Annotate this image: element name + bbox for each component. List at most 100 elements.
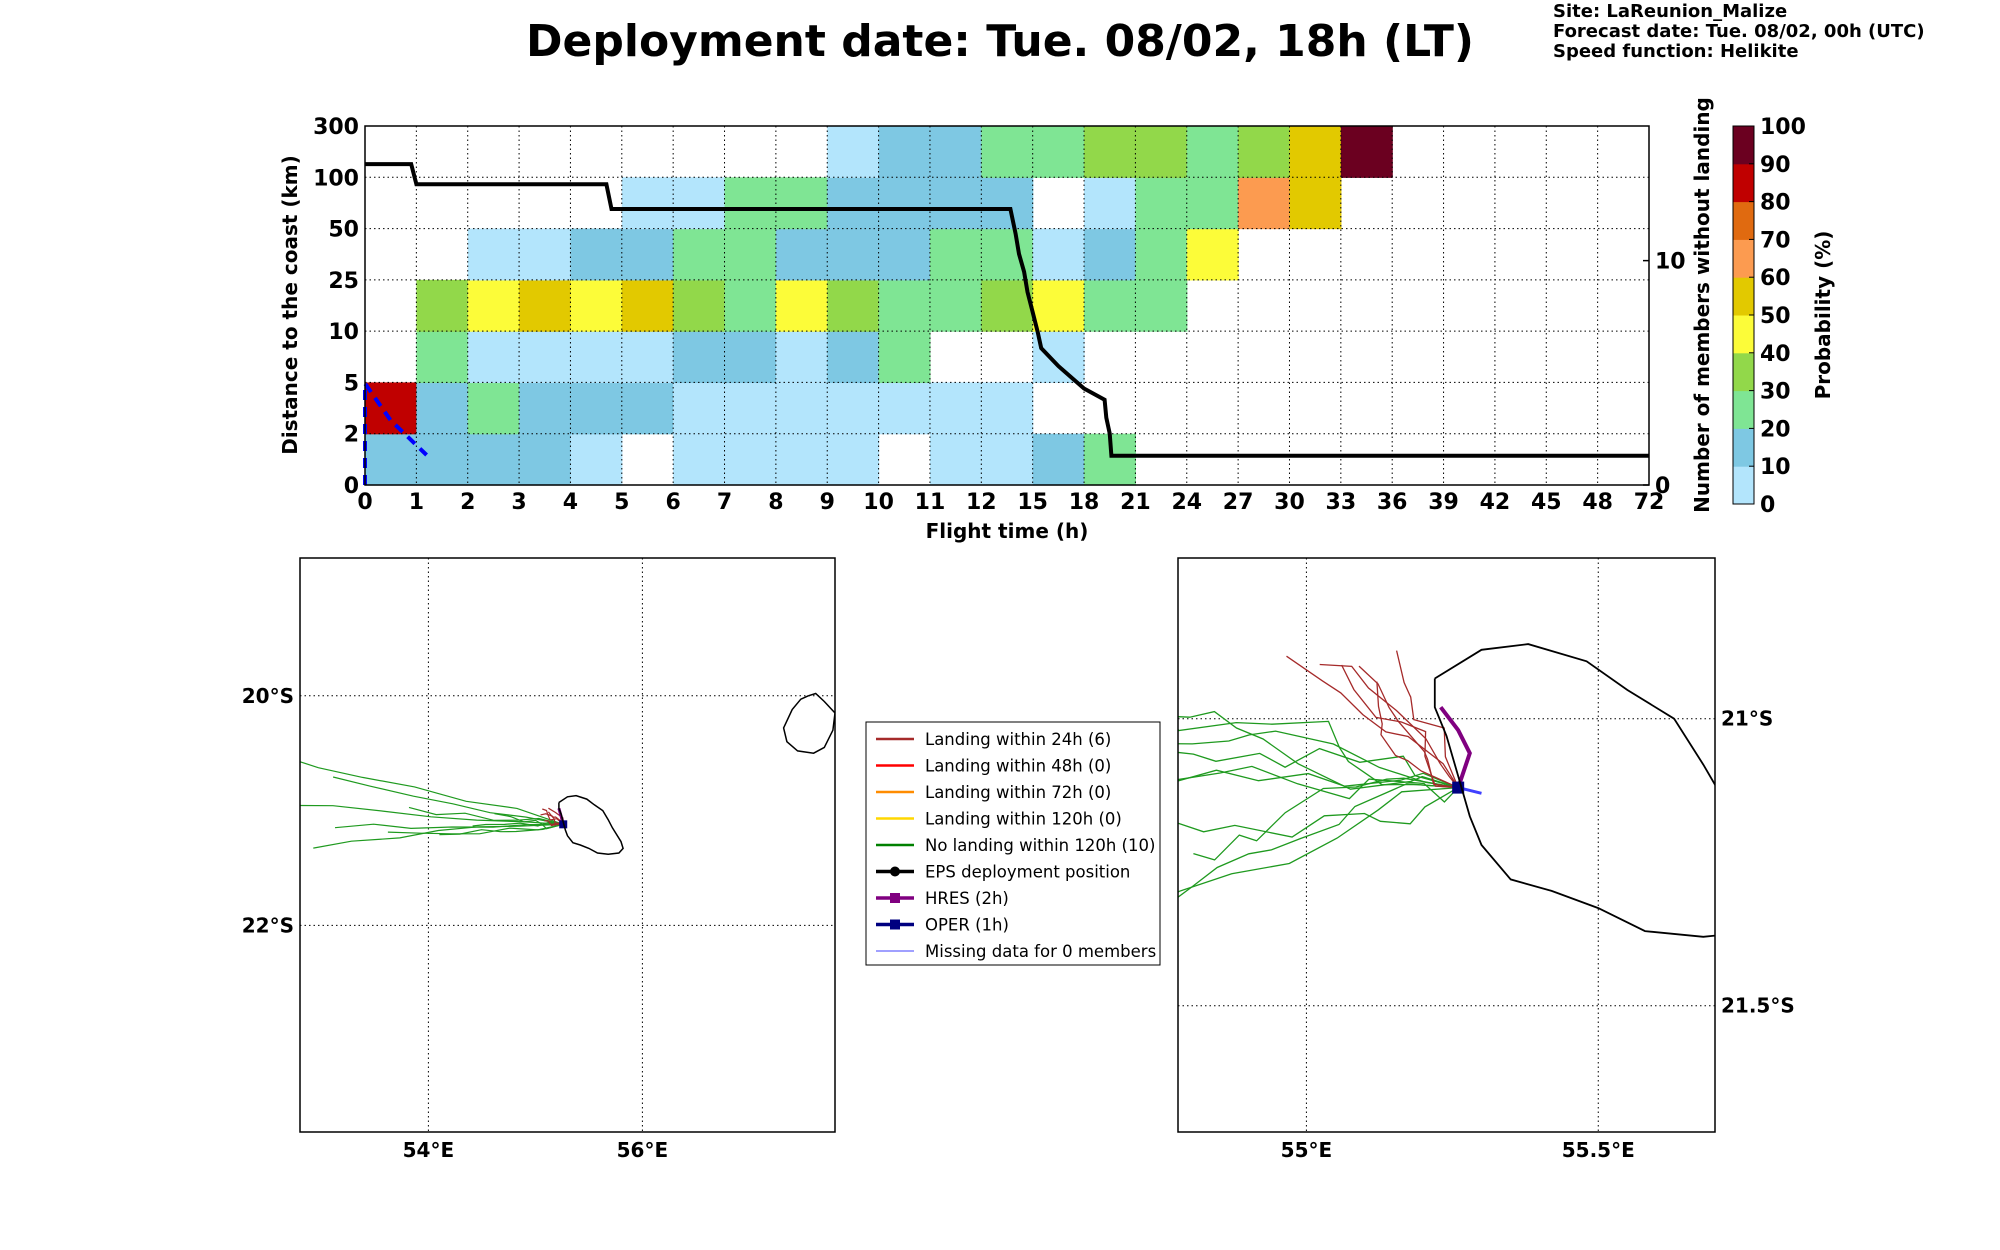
x-tick-label: 72 — [1634, 490, 1665, 515]
heatmap-cell — [878, 382, 931, 435]
legend-marker — [890, 919, 900, 930]
y-tick-label: 300 — [313, 115, 359, 140]
heatmap-cell — [929, 433, 982, 486]
reunion-coastline — [558, 794, 624, 855]
zoom-map: 55°E 55.5°E 21°S 21.5°S — [1177, 557, 1795, 1162]
trajectory-no-landing — [408, 806, 564, 825]
legend-label: No landing within 120h (10) — [925, 836, 1155, 855]
x-tick-label: 39 — [1428, 490, 1459, 515]
colorbar-tick-label: 50 — [1760, 304, 1791, 329]
heatmap-cell — [878, 279, 931, 332]
longitude-label: 56°E — [617, 1138, 669, 1162]
heatmap-cell — [929, 126, 982, 178]
heatmap-cell — [981, 433, 1034, 486]
heatmap-cell — [1186, 177, 1239, 230]
x-tick-label: 10 — [863, 490, 894, 515]
legend-marker — [890, 893, 900, 903]
colorbar-tick-label: 10 — [1760, 455, 1791, 480]
heatmap-cells — [365, 126, 1393, 486]
y2-tick-labels: 0 10 — [1643, 250, 1686, 499]
colorbar-swatch — [1733, 163, 1754, 203]
longitude-label: 54°E — [403, 1138, 455, 1162]
zoom-map-coastline — [1433, 643, 1715, 938]
legend-item: Landing within 120h (0) — [876, 810, 1122, 829]
x-tick-labels: 0 1 2 3 4 5 6 7 8 9 10 11 12 15 18 21 24 27 30 33 36 39 42 45 48… — [357, 490, 1664, 515]
members-without-landing-line — [365, 162, 1649, 458]
heatmap-cell — [724, 382, 777, 435]
heatmap-cell — [827, 382, 880, 435]
heatmap-cell — [1289, 126, 1342, 178]
trajectory-no-landing — [1178, 787, 1459, 838]
x-tick-label: 9 — [820, 490, 835, 515]
heatmap-cell — [673, 177, 726, 230]
heatmap-cell — [775, 279, 828, 332]
latitude-label: 21°S — [1721, 707, 1773, 731]
heatmap-cell — [929, 228, 982, 281]
legend-item: OPER (1h) — [876, 916, 1009, 935]
legend-label: Landing within 120h (0) — [925, 810, 1122, 829]
legend-item: Landing within 24h (6) — [876, 730, 1111, 749]
x-tick-label: 18 — [1069, 490, 1100, 515]
colorbar-tick-label: 70 — [1760, 228, 1791, 253]
colorbar-swatch — [1733, 277, 1754, 316]
colorbar-swatch — [1733, 466, 1754, 505]
colorbar-tick-label: 40 — [1760, 342, 1791, 367]
y-axis-label: Distance to the coast (km) — [278, 155, 302, 455]
heatmap-cell — [724, 279, 777, 332]
heatmap-cell — [878, 331, 931, 384]
trajectory-no-landing — [1193, 777, 1459, 861]
heatmap-cell — [673, 331, 726, 384]
trajectory-no-landing — [1178, 720, 1459, 789]
heatmap-cell — [1186, 126, 1239, 178]
heatmap-cell — [621, 279, 674, 332]
heatmap-cell — [416, 382, 469, 435]
legend-items: Landing within 24h (6) Landing within 48h… — [876, 730, 1156, 961]
colorbar-swatch — [1733, 126, 1754, 165]
trajectory-no-landing — [472, 821, 564, 827]
heatmap-cell — [724, 433, 777, 486]
colorbar-tick-label: 30 — [1760, 380, 1791, 405]
x-tick-label: 2 — [460, 490, 475, 515]
heatmap-cell — [827, 177, 880, 230]
heatmap-cell — [365, 382, 417, 435]
hres-track — [1439, 705, 1472, 789]
heatmap-cell — [1135, 126, 1188, 178]
legend-item: HRES (2h) — [876, 889, 1009, 908]
trajectory-landing-24h — [542, 808, 564, 825]
y-tick-label: 0 — [344, 474, 359, 499]
page-title: Deployment date: Tue. 08/02, 18h (LT) — [526, 16, 1474, 67]
forecast-date-label: Forecast date: Tue. 08/02, 00h (UTC) — [1553, 21, 1925, 42]
heatmap-cell — [570, 382, 623, 435]
heatmap-cell — [827, 228, 880, 281]
x-tick-label: 30 — [1274, 490, 1305, 515]
overview-map-grid — [300, 558, 835, 1132]
legend-item: Landing within 72h (0) — [876, 783, 1111, 802]
colorbar-tick-label: 0 — [1760, 493, 1775, 518]
heatmap-cell — [1186, 228, 1239, 281]
legend-label: EPS deployment position — [925, 863, 1130, 882]
latitude-label: 22°S — [242, 913, 294, 937]
heatmap-cell — [1135, 279, 1188, 332]
heatmap-cell — [981, 177, 1034, 230]
overview-map-coastline — [558, 692, 835, 855]
trajectory-landing-24h — [1395, 650, 1459, 788]
trajectory-no-landing — [300, 761, 564, 825]
trajectory-landing-24h — [1376, 681, 1459, 789]
trajectory-no-landing — [313, 823, 564, 849]
overview-map-tick-labels: 54°E 56°E 20°S 22°S — [242, 684, 668, 1162]
heatmap-cell — [621, 228, 674, 281]
heatmap-cell — [775, 433, 828, 486]
reunion-coastline — [1433, 643, 1715, 938]
heatmap-cell — [724, 331, 777, 384]
x-tick-label: 7 — [717, 490, 732, 515]
x-tick-label: 11 — [915, 490, 946, 515]
heatmap-cell — [929, 279, 982, 332]
colorbar-swatch — [1733, 390, 1754, 429]
overview-map-frame — [299, 557, 836, 1133]
heatmap-cell — [570, 228, 623, 281]
trajectory-no-landing — [1178, 786, 1459, 893]
heatmap-cell — [1032, 279, 1085, 332]
speed-function-label: Speed function: Helikite — [1553, 41, 1799, 62]
